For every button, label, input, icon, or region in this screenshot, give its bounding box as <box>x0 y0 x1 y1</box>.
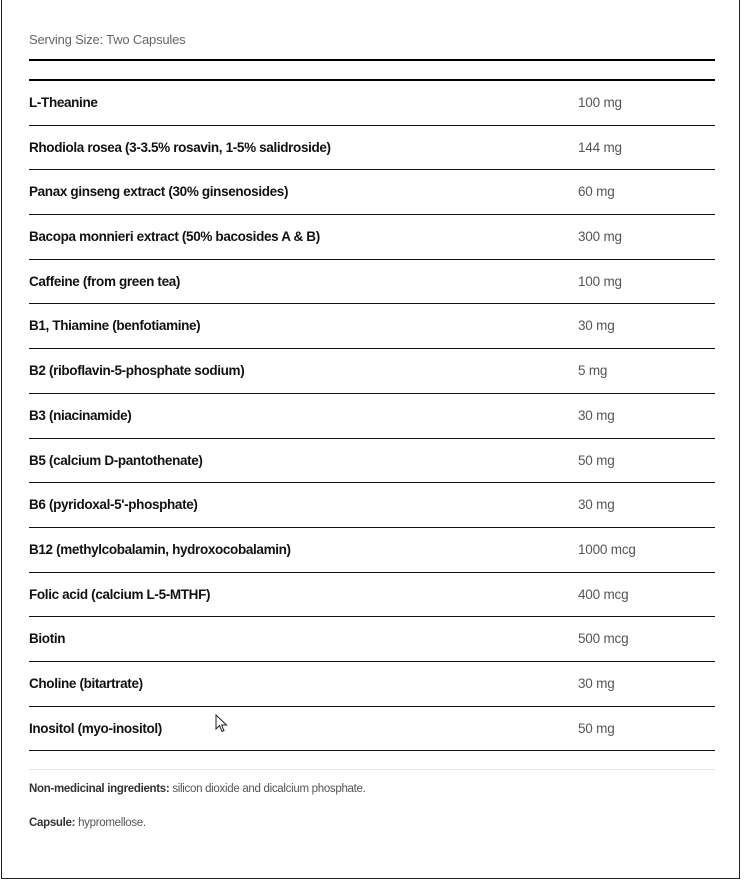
capsule-text: hypromellose. <box>75 817 146 829</box>
ingredient-amount: 1000 mcg <box>578 541 636 557</box>
ingredient-amount: 60 mg <box>578 184 615 200</box>
ingredient-name: B1, Thiamine (benfotiamine) <box>29 318 201 334</box>
ingredient-amount: 30 mg <box>578 675 615 691</box>
table-row: Inositol (myo-inositol) 50 mg <box>29 707 715 752</box>
ingredient-name: Bacopa monnieri extract (50% bacosides A… <box>29 229 320 245</box>
divider-light <box>29 769 715 770</box>
non-medicinal-note: Non-medicinal ingredients: silicon dioxi… <box>29 783 366 795</box>
ingredient-amount: 100 mg <box>578 273 622 289</box>
table-row: Biotin 500 mcg <box>29 617 715 662</box>
ingredient-amount: 300 mg <box>578 229 622 245</box>
ingredient-amount: 400 mcg <box>578 586 629 602</box>
table-row: Choline (bitartrate) 30 mg <box>29 662 715 707</box>
table-row: B5 (calcium D-pantothenate) 50 mg <box>29 439 715 484</box>
mouse-pointer-icon <box>215 714 228 733</box>
ingredient-amount: 144 mg <box>578 139 622 155</box>
table-row: Folic acid (calcium L-5-MTHF) 400 mcg <box>29 573 715 618</box>
ingredient-name: B5 (calcium D-pantothenate) <box>29 452 203 468</box>
ingredient-name: Inositol (myo-inositol) <box>29 720 162 736</box>
ingredient-name: Folic acid (calcium L-5-MTHF) <box>29 586 211 602</box>
table-row: L-Theanine 100 mg <box>29 81 715 126</box>
non-medicinal-text: silicon dioxide and dicalcium phosphate. <box>169 783 366 795</box>
ingredients-table: L-Theanine 100 mg Rhodiola rosea (3-3.5% r… <box>29 81 715 752</box>
ingredient-amount: 30 mg <box>578 407 615 423</box>
table-row: Caffeine (from green tea) 100 mg <box>29 260 715 305</box>
capsule-note: Capsule: hypromellose. <box>29 817 146 829</box>
table-row: B1, Thiamine (benfotiamine) 30 mg <box>29 304 715 350</box>
ingredient-name: B6 (pyridoxal-5'-phosphate) <box>29 497 198 513</box>
table-row: Panax ginseng extract (30% ginsenosides)… <box>29 170 715 216</box>
ingredient-amount: 500 mcg <box>578 631 629 647</box>
table-row: B2 (riboflavin-5-phosphate sodium) 5 mg <box>29 349 715 394</box>
ingredient-amount: 100 mg <box>578 95 622 110</box>
table-row: B3 (niacinamide) 30 mg <box>29 394 715 439</box>
ingredient-name: Biotin <box>29 631 66 647</box>
ingredient-amount: 50 mg <box>578 720 615 736</box>
non-medicinal-label: Non-medicinal ingredients: <box>29 783 170 795</box>
table-row: B12 (methylcobalamin, hydroxocobalamin) 1… <box>29 528 715 573</box>
ingredient-name: B3 (niacinamide) <box>29 407 132 423</box>
table-row: Bacopa monnieri extract (50% bacosides A… <box>29 215 715 260</box>
ingredient-name: B2 (riboflavin-5-phosphate sodium) <box>29 363 245 379</box>
serving-size: Serving Size: Two Capsules <box>29 32 186 47</box>
ingredient-name: Rhodiola rosea (3-3.5% rosavin, 1-5% sal… <box>29 139 331 155</box>
divider-header <box>29 79 715 81</box>
ingredient-name: L-Theanine <box>29 95 98 110</box>
table-row: B6 (pyridoxal-5'-phosphate) 30 mg <box>29 483 715 528</box>
ingredient-amount: 30 mg <box>578 318 615 334</box>
ingredient-amount: 30 mg <box>578 497 615 513</box>
ingredient-name: Choline (bitartrate) <box>29 675 143 691</box>
ingredient-amount: 50 mg <box>578 452 615 468</box>
ingredient-name: B12 (methylcobalamin, hydroxocobalamin) <box>29 541 291 557</box>
table-row: Rhodiola rosea (3-3.5% rosavin, 1-5% sal… <box>29 126 715 171</box>
divider-top <box>29 59 715 61</box>
ingredient-name: Panax ginseng extract (30% ginsenosides) <box>29 184 289 200</box>
capsule-label: Capsule: <box>29 817 76 829</box>
ingredient-amount: 5 mg <box>578 363 608 379</box>
ingredient-name: Caffeine (from green tea) <box>29 273 181 289</box>
